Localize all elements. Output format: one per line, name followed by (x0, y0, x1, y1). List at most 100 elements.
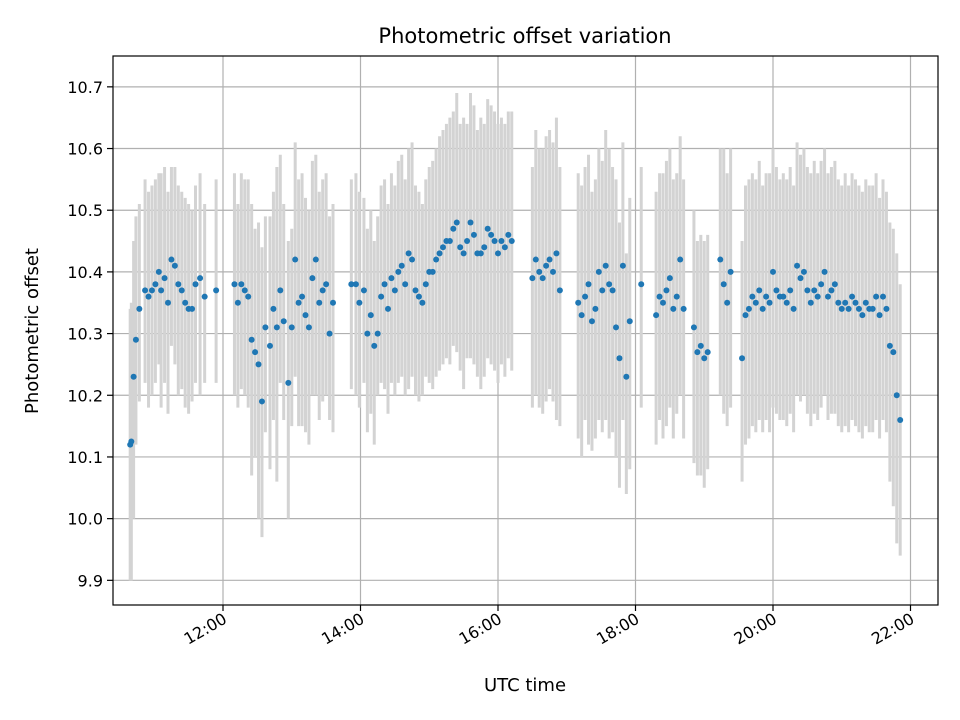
data-point (677, 256, 684, 263)
data-point (756, 287, 763, 294)
data-point (360, 287, 367, 294)
data-point (886, 342, 893, 349)
data-point (252, 349, 259, 356)
data-point (759, 305, 766, 312)
data-point (201, 293, 208, 300)
data-point (508, 238, 515, 245)
data-point (436, 250, 443, 257)
y-tick-label: 10.4 (67, 263, 103, 282)
data-point (670, 305, 677, 312)
data-point (766, 299, 773, 306)
data-point (213, 287, 220, 294)
data-point (395, 268, 402, 275)
data-point (495, 250, 501, 257)
data-point (277, 287, 284, 294)
data-point (477, 250, 484, 257)
data-point (831, 281, 838, 288)
data-point (178, 287, 185, 294)
y-tick-label: 10.7 (67, 78, 103, 97)
data-point (626, 318, 633, 325)
data-point (800, 268, 807, 275)
data-point (835, 299, 842, 306)
data-point (602, 262, 609, 269)
data-point (814, 293, 821, 300)
data-point (883, 305, 890, 312)
data-point (464, 238, 471, 245)
data-point (422, 281, 429, 288)
data-point (498, 238, 505, 245)
data-point (553, 250, 560, 257)
data-point (398, 262, 405, 269)
data-point (780, 293, 787, 300)
data-point (130, 373, 137, 380)
data-point (352, 281, 359, 288)
data-point (453, 219, 460, 226)
data-point (804, 287, 811, 294)
y-axis: 9.9 10.0 10.1 10.2 10.3 10.4 10.5 10.6 10.7 (67, 78, 113, 590)
data-point (385, 305, 391, 312)
data-point (309, 275, 316, 282)
data-point (152, 281, 159, 288)
data-point (852, 299, 859, 306)
data-point (724, 299, 731, 306)
data-point (292, 256, 299, 263)
y-tick-label: 9.9 (78, 571, 103, 590)
data-point (739, 355, 746, 362)
chart-title: Photometric offset variation (378, 24, 671, 48)
data-point (467, 219, 474, 226)
data-point (433, 256, 440, 263)
data-point (266, 342, 273, 349)
data-point (818, 281, 825, 288)
data-point (285, 379, 292, 386)
data-point (364, 330, 371, 337)
data-point (585, 281, 592, 288)
data-point (828, 287, 835, 294)
data-point (619, 262, 626, 269)
data-point (787, 287, 794, 294)
data-point (807, 299, 814, 306)
data-point (880, 293, 886, 300)
data-point (273, 324, 280, 331)
data-point (374, 330, 381, 337)
data-point (262, 324, 269, 331)
data-point (245, 293, 252, 300)
data-point (248, 336, 255, 343)
data-point (794, 262, 801, 269)
data-point (876, 312, 883, 319)
data-point (720, 281, 727, 288)
data-point (616, 355, 623, 362)
data-point (862, 299, 869, 306)
data-point (270, 305, 277, 312)
data-point (849, 293, 856, 300)
y-tick-label: 10.2 (67, 386, 103, 405)
y-tick-label: 10.1 (67, 448, 103, 467)
data-point (697, 342, 704, 349)
data-point (481, 244, 488, 251)
data-point (666, 275, 673, 282)
data-point (128, 438, 135, 445)
axes-frame (112, 55, 939, 606)
data-point (606, 281, 613, 288)
data-point (148, 287, 155, 294)
data-point (450, 225, 457, 232)
data-point (623, 373, 630, 380)
data-point (299, 293, 306, 300)
data-point (258, 398, 265, 405)
data-point (231, 281, 238, 288)
data-point (811, 287, 818, 294)
data-point (855, 305, 862, 312)
data-point (680, 305, 687, 312)
data-point (446, 238, 453, 245)
y-tick-label: 10.6 (67, 140, 103, 159)
data-point (790, 305, 797, 312)
data-point (241, 287, 248, 294)
data-point (613, 324, 620, 331)
data-point (825, 293, 831, 300)
data-point (295, 299, 302, 306)
data-point (845, 305, 852, 312)
data-point (532, 256, 539, 263)
data-point (189, 305, 196, 312)
data-point (484, 225, 491, 232)
data-point (536, 268, 543, 275)
